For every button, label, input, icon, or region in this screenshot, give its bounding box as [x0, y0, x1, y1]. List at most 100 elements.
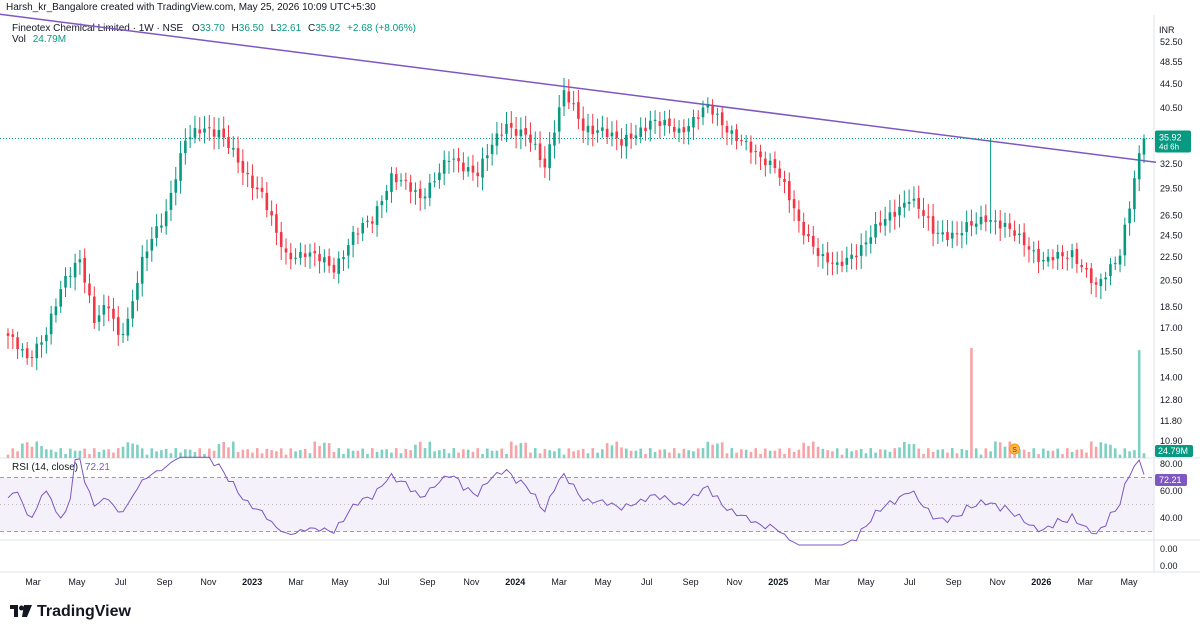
volume-bar	[658, 449, 662, 458]
volume-bar	[208, 448, 211, 458]
candle-body	[150, 238, 154, 251]
volume-bar	[874, 452, 877, 458]
candle-body	[965, 222, 968, 233]
volume-bar	[471, 451, 475, 458]
volume-bar	[725, 453, 729, 458]
volume-bar	[212, 450, 216, 458]
candle-body	[644, 127, 647, 132]
candle-body	[198, 129, 202, 134]
volume-bar	[198, 448, 202, 458]
candle-body	[222, 128, 225, 138]
candle-body	[509, 123, 513, 128]
volume-legend[interactable]: Vol 24.79M	[12, 34, 66, 45]
candle-body	[418, 188, 422, 198]
time-axis-label: 2023	[242, 577, 262, 587]
candle-body	[519, 129, 523, 137]
time-axis-label: Nov	[200, 577, 217, 587]
rsi-label: RSI (14, close)	[12, 462, 79, 473]
candle-body	[92, 296, 96, 323]
candle-body	[692, 116, 695, 128]
candle-body	[121, 334, 125, 336]
volume-bar	[327, 443, 331, 458]
candle-body	[184, 140, 187, 154]
tradingview-logo[interactable]: TradingView	[10, 603, 131, 621]
price-tick-label: 48.55	[1160, 57, 1183, 67]
volume-bar	[768, 450, 772, 458]
volume-bar	[1027, 451, 1031, 458]
candle-body	[356, 233, 360, 235]
time-axis-label: Sep	[157, 577, 173, 587]
volume-bar	[706, 441, 710, 458]
candle-body	[974, 223, 978, 227]
candle-body	[1042, 260, 1045, 262]
candle-body	[1109, 264, 1112, 277]
candle-body	[1075, 248, 1079, 265]
time-axis-label: 2025	[768, 577, 788, 587]
candle-body	[447, 160, 451, 162]
candle-body	[778, 168, 782, 178]
volume-bar	[572, 451, 575, 458]
candle-body	[40, 342, 43, 345]
candle-body	[1123, 224, 1127, 256]
volume-bar	[155, 451, 158, 458]
candle-body	[140, 256, 144, 284]
volume-bar	[442, 448, 446, 458]
candle-body	[773, 159, 777, 169]
candle-body	[423, 196, 427, 199]
volume-bar	[581, 448, 585, 458]
candle-body	[1104, 277, 1107, 280]
time-axis-label: 2026	[1031, 577, 1051, 587]
candle-body	[1113, 262, 1117, 265]
volume-bar	[160, 450, 163, 458]
candle-body	[922, 210, 925, 216]
candle-body	[792, 199, 796, 209]
volume-bar	[692, 451, 695, 458]
close-label: C	[307, 23, 316, 34]
volume-bar	[193, 451, 197, 458]
volume-bar	[869, 448, 873, 458]
empty-pane-tick-label: 0.00	[1160, 544, 1178, 554]
volume-bar	[787, 448, 791, 458]
volume-bar	[433, 451, 436, 458]
candle-body	[160, 225, 163, 228]
candle-body	[859, 245, 863, 256]
candle-body	[625, 134, 628, 147]
candle-body	[471, 165, 475, 173]
candle-body	[601, 127, 604, 131]
candle-body	[1018, 233, 1021, 235]
volume-value: 24.79M	[32, 34, 67, 45]
candle-body	[83, 257, 86, 283]
volume-bar	[625, 448, 628, 458]
time-axis-label: May	[857, 577, 875, 587]
volume-bar	[912, 444, 916, 458]
candle-body	[318, 254, 321, 262]
rsi-badge	[1155, 474, 1187, 486]
time-axis-label: Nov	[989, 577, 1006, 587]
volume-bar	[1113, 448, 1117, 458]
candle-body	[337, 258, 341, 274]
price-tick-label: 32.50	[1160, 159, 1183, 169]
volume-bar	[1085, 452, 1088, 458]
rsi-legend[interactable]: RSI (14, close) 72.21	[12, 462, 110, 473]
event-marker-icon	[1009, 443, 1021, 455]
volume-bar	[716, 443, 719, 458]
volume-bar	[323, 442, 326, 458]
volume-bar	[802, 442, 805, 458]
volume-bar	[682, 448, 686, 458]
candle-body	[1128, 208, 1131, 224]
volume-bar	[615, 441, 619, 458]
candle-body	[107, 306, 110, 309]
candle-body	[347, 245, 350, 256]
candle-body	[25, 348, 29, 359]
volume-bar	[1046, 450, 1050, 458]
candle-body	[351, 231, 355, 245]
price-tick-label: 24.50	[1160, 231, 1183, 241]
symbol-legend[interactable]: Fineotex Chemical Limited · 1W · NSE O33…	[12, 23, 416, 34]
volume-bar	[567, 448, 571, 458]
volume-bar	[1061, 453, 1064, 458]
volume-bar	[495, 450, 499, 458]
candle-body	[701, 107, 705, 118]
volume-bar	[380, 449, 384, 458]
candle-body	[1089, 268, 1093, 284]
